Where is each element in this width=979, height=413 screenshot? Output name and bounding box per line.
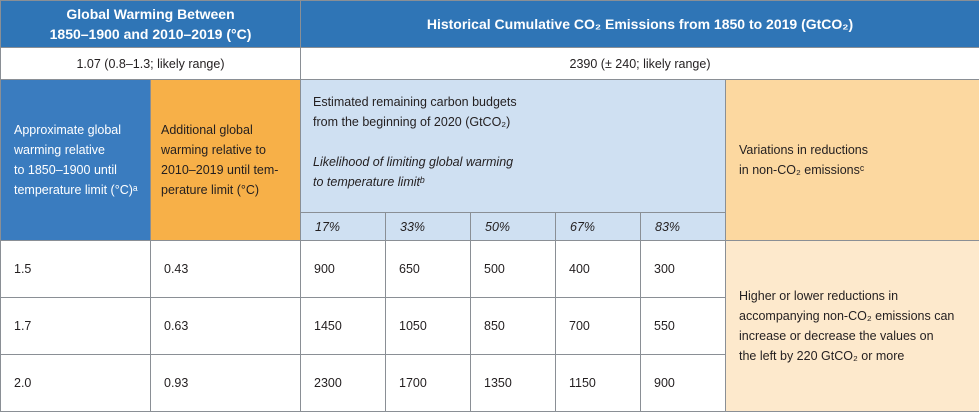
likelihood-heading-line: to temperature limitᵇ: [313, 175, 424, 189]
variations-heading-line: in non-CO₂ emissionsᶜ: [739, 163, 865, 177]
budget-cell: 900: [640, 354, 726, 412]
budget-cell: 400: [555, 240, 641, 298]
budget-cell: 650: [385, 240, 471, 298]
additional-heading-line: perature limit (°C): [161, 183, 260, 197]
budget-cell: 1050: [385, 297, 471, 355]
table-row: 1.7 0.63 1450 1050 850 700 550: [0, 297, 979, 355]
variations-note-line: Higher or lower reductions in: [739, 289, 899, 303]
column-heading-row: Approximate global warming relative to 1…: [0, 79, 979, 241]
approx-heading-line: warming relative: [14, 143, 106, 157]
additional-warming-heading: Additional global warming relative to 20…: [150, 79, 301, 241]
likelihood-row: 17% 33% 50% 67% 83%: [1, 212, 979, 241]
variations-heading-line: Variations in reductions: [739, 143, 869, 157]
budget-cell: 700: [555, 297, 641, 355]
likelihood-33: 33%: [385, 212, 471, 241]
approx-heading-line: to 1850–1900 until: [14, 163, 117, 177]
budget-cell: 2300: [300, 354, 386, 412]
likelihood-heading-line: Likelihood of limiting global warming: [313, 155, 514, 169]
approx-warming-cell: 2.0: [0, 354, 151, 412]
approx-heading-line: temperature limit (°C)ᵃ: [14, 183, 138, 197]
likelihood-17: 17%: [300, 212, 386, 241]
title-row: Global Warming Between 1850–1900 and 201…: [0, 0, 979, 48]
budget-heading-line: Estimated remaining carbon budgets: [313, 95, 517, 109]
table-row: 1.5 0.43 900 650 500 400 300 Higher or l…: [0, 240, 979, 412]
additional-heading-line: Additional global: [161, 123, 253, 137]
budget-heading-line: from the beginning of 2020 (GtCO₂): [313, 115, 511, 129]
approx-warming-cell: 1.5: [0, 240, 151, 298]
likelihood-67: 67%: [555, 212, 641, 241]
emissions-header: Historical Cumulative CO₂ Emissions from…: [299, 0, 979, 48]
budget-cell: 500: [470, 240, 556, 298]
warming-header-line-1: Global Warming Between: [66, 6, 235, 22]
additional-heading-line: warming relative to: [161, 143, 266, 157]
approx-warming-cell: 1.7: [0, 297, 151, 355]
variations-note-line: the left by 220 GtCO₂ or more: [739, 349, 905, 363]
budget-cell: 1350: [470, 354, 556, 412]
carbon-budget-heading: Estimated remaining carbon budgets from …: [300, 79, 726, 213]
budget-cell: 1700: [385, 354, 471, 412]
budget-cell: 1150: [555, 354, 641, 412]
emissions-likely-range: 2390 (± 240; likely range): [299, 47, 979, 80]
variations-note-line: increase or decrease the values on: [739, 329, 934, 343]
table-row: 2.0 0.93 2300 1700 1350 1150 900: [0, 354, 979, 412]
warming-header-line-2: 1850–1900 and 2010–2019 (°C): [49, 26, 252, 42]
approx-heading-line: Approximate global: [14, 123, 122, 137]
heading-spacer: [313, 132, 725, 152]
likely-range-row: 1.07 (0.8–1.3; likely range) 2390 (± 240…: [0, 47, 979, 80]
budget-cell: 550: [640, 297, 726, 355]
variations-note-line: accompanying non-CO₂ emissions can: [739, 309, 955, 323]
warming-header: Global Warming Between 1850–1900 and 201…: [0, 0, 301, 48]
variations-note: Higher or lower reductions in accompanyi…: [724, 240, 979, 412]
likelihood-83: 83%: [640, 212, 726, 241]
additional-heading-line: 2010–2019 until tem-: [161, 163, 279, 177]
budget-cell: 300: [640, 240, 726, 298]
warming-likely-range: 1.07 (0.8–1.3; likely range): [0, 47, 301, 80]
likelihood-50: 50%: [470, 212, 556, 241]
variations-heading: Variations in reductions in non-CO₂ emis…: [724, 79, 979, 241]
additional-warming-cell: 0.93: [150, 354, 301, 412]
budget-cell: 900: [300, 240, 386, 298]
approx-warming-heading: Approximate global warming relative to 1…: [0, 79, 151, 241]
budget-cell: 850: [470, 297, 556, 355]
additional-warming-cell: 0.43: [150, 240, 301, 298]
budget-cell: 1450: [300, 297, 386, 355]
additional-warming-cell: 0.63: [150, 297, 301, 355]
